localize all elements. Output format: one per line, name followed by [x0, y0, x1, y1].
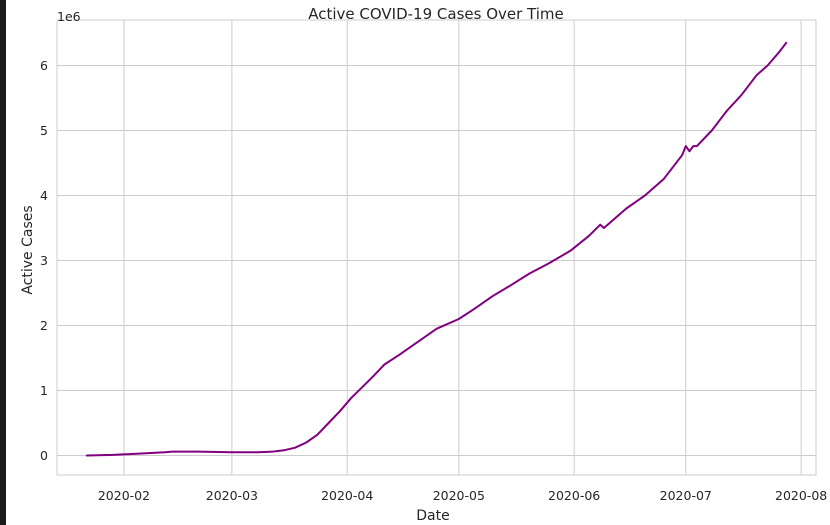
y-tick-label: 1 — [40, 383, 48, 398]
chart-title: Active COVID-19 Cases Over Time — [308, 5, 564, 23]
tick-labels: 2020-02 2020-03 2020-04 2020-05 2020-06 2020-… — [40, 58, 827, 503]
x-axis-label: Date — [416, 508, 449, 524]
x-tick-label: 2020-05 — [433, 488, 485, 503]
x-tick-label: 2020-03 — [206, 488, 258, 503]
y-tick-label: 4 — [40, 188, 48, 203]
x-tick-label: 2020-02 — [98, 488, 150, 503]
chart-figure: 2020-02 2020-03 2020-04 2020-05 2020-06 2020-… — [6, 0, 830, 525]
line-chart: 2020-02 2020-03 2020-04 2020-05 2020-06 2020-… — [20, 5, 827, 524]
y-tick-label: 5 — [40, 123, 48, 138]
y-tick-label: 6 — [40, 58, 48, 73]
series-layer — [85, 41, 788, 457]
plot-frame — [56, 19, 817, 476]
x-tick-label: 2020-06 — [548, 488, 600, 503]
y-axis-offset: 1e6 — [57, 9, 81, 24]
y-axis-label: Active Cases — [20, 205, 36, 294]
y-tick-label: 0 — [40, 448, 48, 463]
grid — [57, 20, 816, 475]
y-tick-label: 2 — [40, 318, 48, 333]
series-line — [85, 41, 788, 457]
x-tick-label: 2020-07 — [660, 488, 712, 503]
x-tick-label: 2020-04 — [321, 488, 373, 503]
y-tick-label: 3 — [40, 253, 48, 268]
x-tick-label: 2020-08 — [775, 488, 827, 503]
